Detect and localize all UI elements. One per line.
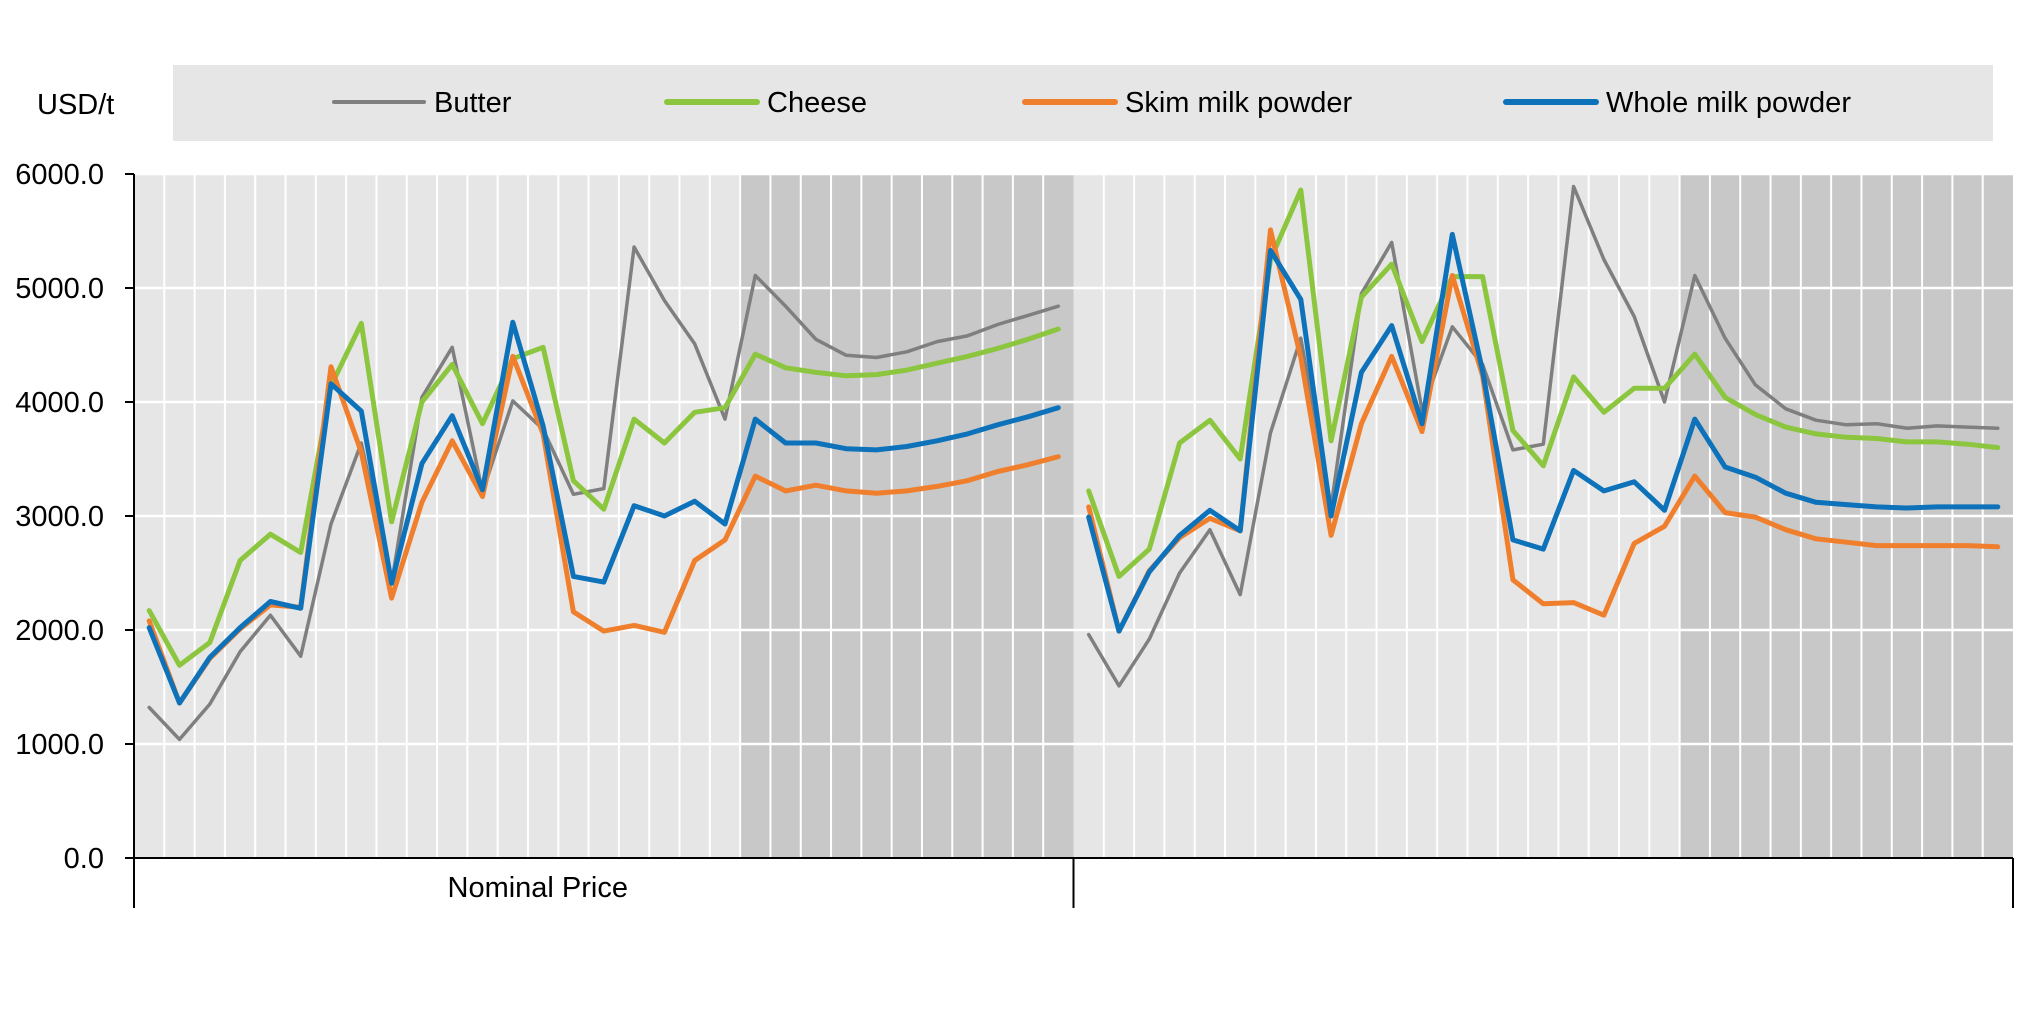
legend-label-skim-milk-powder: Skim milk powder xyxy=(1125,87,1353,119)
legend-label-whole-milk-powder: Whole milk powder xyxy=(1606,87,1851,119)
y-axis-unit-label: USD/t xyxy=(37,89,114,121)
y-tick-label: 3000.0 xyxy=(15,501,104,533)
y-tick-label: 5000.0 xyxy=(15,273,104,305)
series-line-butter-panel-1 xyxy=(147,245,1061,742)
panel-1 xyxy=(134,172,1074,858)
y-tick-label: 2000.0 xyxy=(15,615,104,647)
legend-item-skim-milk-powder: Skim milk powder xyxy=(1022,87,1353,119)
y-axis: 0.0 1000.0 2000.0 3000.0 4000.0 5000.0 6000.0 xyxy=(15,159,135,875)
legend-label-cheese: Cheese xyxy=(767,87,867,119)
y-tick-label: 4000.0 xyxy=(15,387,104,419)
series-line-whole-milk-powder-panel-2 xyxy=(1086,231,2001,634)
panel-label: Nominal Price xyxy=(448,872,629,904)
legend-item-butter: Butter xyxy=(332,87,512,119)
x-axis: Nominal Price xyxy=(133,857,2014,908)
legend: Butter Cheese Skim milk powder Whole milk p… xyxy=(332,87,1851,119)
y-tick-label: 6000.0 xyxy=(15,159,104,191)
legend-item-whole-milk-powder: Whole milk powder xyxy=(1503,87,1851,119)
series-line-cheese-panel-2 xyxy=(1086,187,2001,579)
panels xyxy=(134,172,2013,858)
series-line-whole-milk-powder-panel-1 xyxy=(146,319,1061,706)
legend-item-cheese: Cheese xyxy=(664,87,867,119)
panel-2 xyxy=(1073,172,2013,858)
y-tick-label: 0.0 xyxy=(64,843,104,875)
series-line-cheese-panel-1 xyxy=(146,320,1061,668)
legend-label-butter: Butter xyxy=(434,87,512,119)
series-line-butter-panel-2 xyxy=(1086,184,2000,688)
y-tick-label: 1000.0 xyxy=(15,729,104,761)
